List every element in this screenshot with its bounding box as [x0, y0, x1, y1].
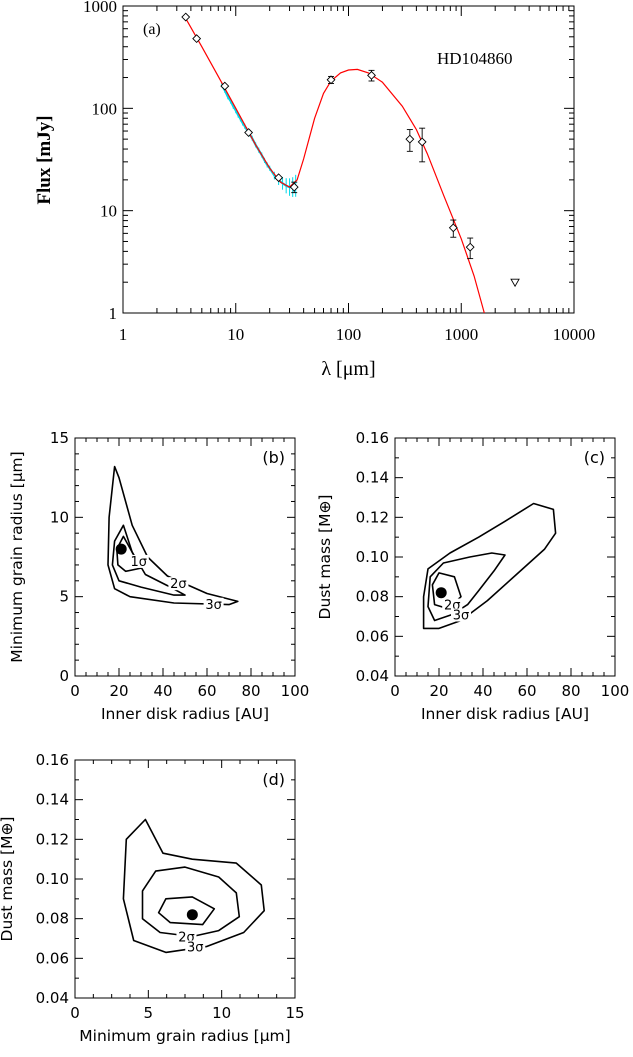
x-tick-label: 60 — [517, 682, 536, 700]
contour-label-mask — [451, 608, 471, 622]
x-tick-label: 15 — [285, 1004, 304, 1022]
x-tick-label: 0 — [390, 682, 400, 700]
photometry-point — [448, 223, 458, 233]
x-tick-label: 10 — [212, 1004, 231, 1022]
y-tick-label: 10 — [50, 508, 69, 526]
x-tick-label: 0 — [70, 1004, 80, 1022]
x-tick-label: 20 — [429, 682, 448, 700]
y-axis-label: Flux [mJy] — [34, 115, 55, 204]
x-tick-label: 10000 — [553, 325, 596, 344]
x-axis-label: Inner disk radius [AU] — [101, 705, 269, 723]
best-fit-point — [115, 543, 127, 555]
panel-b-contour-plot: 0 20 40 60 80 100 0 5 10 15 Inner disk radius [AU]… — [8, 429, 309, 723]
x-tick-label: 80 — [561, 682, 580, 700]
y-tick-label: 100 — [92, 99, 118, 118]
panel-c-contour-plot: 0 20 40 60 80 100 0.04 0.06 0.08 0.10 0.12 0.14 0.16… — [316, 429, 629, 723]
y-axis-label: Dust mass [M⊕] — [316, 495, 334, 620]
plot-frame — [394, 437, 616, 677]
y-tick-label: 0.06 — [356, 627, 389, 645]
x-tick-label: 40 — [473, 682, 492, 700]
y-tick-label: 0.14 — [36, 791, 69, 809]
object-name-annotation: HD104860 — [437, 49, 513, 68]
contour-3sigma — [107, 465, 239, 606]
contour-label-mask — [176, 930, 197, 944]
photometry-point — [367, 70, 376, 80]
x-tick-label: 10 — [227, 325, 244, 344]
x-tick-label: 80 — [241, 682, 260, 700]
y-tick-label: 0.10 — [36, 870, 69, 888]
photometry-point — [274, 173, 284, 183]
y-tick-label: 0.08 — [36, 910, 69, 928]
panel-label: (b) — [262, 448, 285, 467]
contour-label-mask — [128, 554, 149, 568]
x-tick-label: 5 — [144, 1004, 154, 1022]
x-tick-label: 100 — [336, 325, 362, 344]
x-tick-label: 1000 — [444, 325, 478, 344]
panel-label: (a) — [143, 21, 161, 38]
contour-label-mask — [203, 597, 224, 611]
contour-3sigma — [422, 502, 557, 630]
panel-d-contour-plot: 0 5 10 15 0.04 0.06 0.08 0.10 0.12 0.14 0.16 Minimu… — [0, 751, 305, 1045]
contour-label-mask — [442, 598, 463, 612]
contour-2sigma — [427, 552, 506, 622]
irs-spectrum-line — [220, 84, 297, 189]
contour-label-mask — [168, 577, 189, 591]
plot-frame — [74, 759, 296, 999]
contour-label: 3σ — [187, 940, 204, 955]
best-fit-point — [435, 587, 447, 599]
y-tick-label: 0.12 — [36, 830, 69, 848]
y-axis-label: Minimum grain radius [μm] — [8, 451, 26, 662]
contour-label: 3σ — [205, 598, 222, 613]
contour-1sigma — [157, 896, 216, 926]
y-tick-label: 1000 — [83, 0, 117, 16]
y-tick-label: 0.04 — [356, 667, 389, 685]
x-axis-label: Minimum grain radius [μm] — [79, 1027, 290, 1045]
contour-3sigma — [122, 818, 265, 954]
contour-label-mask — [185, 940, 206, 954]
y-tick-label: 0.06 — [36, 949, 69, 967]
best-fit-point — [186, 909, 198, 921]
x-tick-label: 20 — [109, 682, 128, 700]
x-tick-label: 1 — [119, 325, 128, 344]
photometry-point — [326, 75, 336, 85]
x-tick-label: 60 — [197, 682, 216, 700]
y-tick-label: 15 — [50, 429, 69, 447]
y-tick-label: 0 — [59, 667, 69, 685]
photometry-point — [220, 81, 230, 91]
panel-a-sed-plot: 1 10 100 1000 10000 1 10 100 1000 λ [μm] Flux [mJy… — [34, 0, 595, 380]
photometry-point — [244, 128, 254, 137]
contour-label: 2σ — [170, 577, 187, 592]
contour-2sigma — [141, 866, 241, 938]
photometry-point — [181, 12, 191, 22]
contour-label: 1σ — [131, 555, 148, 570]
y-tick-label: 0.10 — [356, 548, 389, 566]
x-axis-label: λ [μm] — [321, 358, 375, 380]
upper-limit-point — [510, 278, 520, 288]
photometry-point — [405, 134, 415, 144]
panel-label: (d) — [262, 770, 285, 789]
y-axis-label: Dust mass [M⊕] — [0, 817, 16, 942]
y-tick-label: 0.08 — [356, 588, 389, 606]
y-tick-label: 0.04 — [36, 989, 69, 1007]
y-tick-label: 0.16 — [36, 751, 69, 769]
y-tick-label: 0.14 — [356, 469, 389, 487]
x-axis-label: Inner disk radius [AU] — [421, 705, 589, 723]
x-tick-label: 0 — [70, 682, 80, 700]
photometry-point — [289, 182, 299, 192]
contour-label: 3σ — [453, 608, 470, 623]
y-tick-label: 10 — [100, 202, 117, 221]
photometry-point — [417, 137, 427, 147]
photometry-point — [192, 34, 202, 44]
y-tick-label: 0.12 — [356, 508, 389, 526]
photometry-point — [465, 242, 475, 252]
y-tick-label: 0.16 — [356, 429, 389, 447]
y-tick-label: 5 — [59, 588, 69, 606]
panel-label: (c) — [584, 448, 605, 467]
x-tick-label: 100 — [281, 682, 310, 700]
x-tick-label: 40 — [153, 682, 172, 700]
x-tick-label: 100 — [601, 682, 630, 700]
y-tick-label: 1 — [109, 304, 118, 323]
